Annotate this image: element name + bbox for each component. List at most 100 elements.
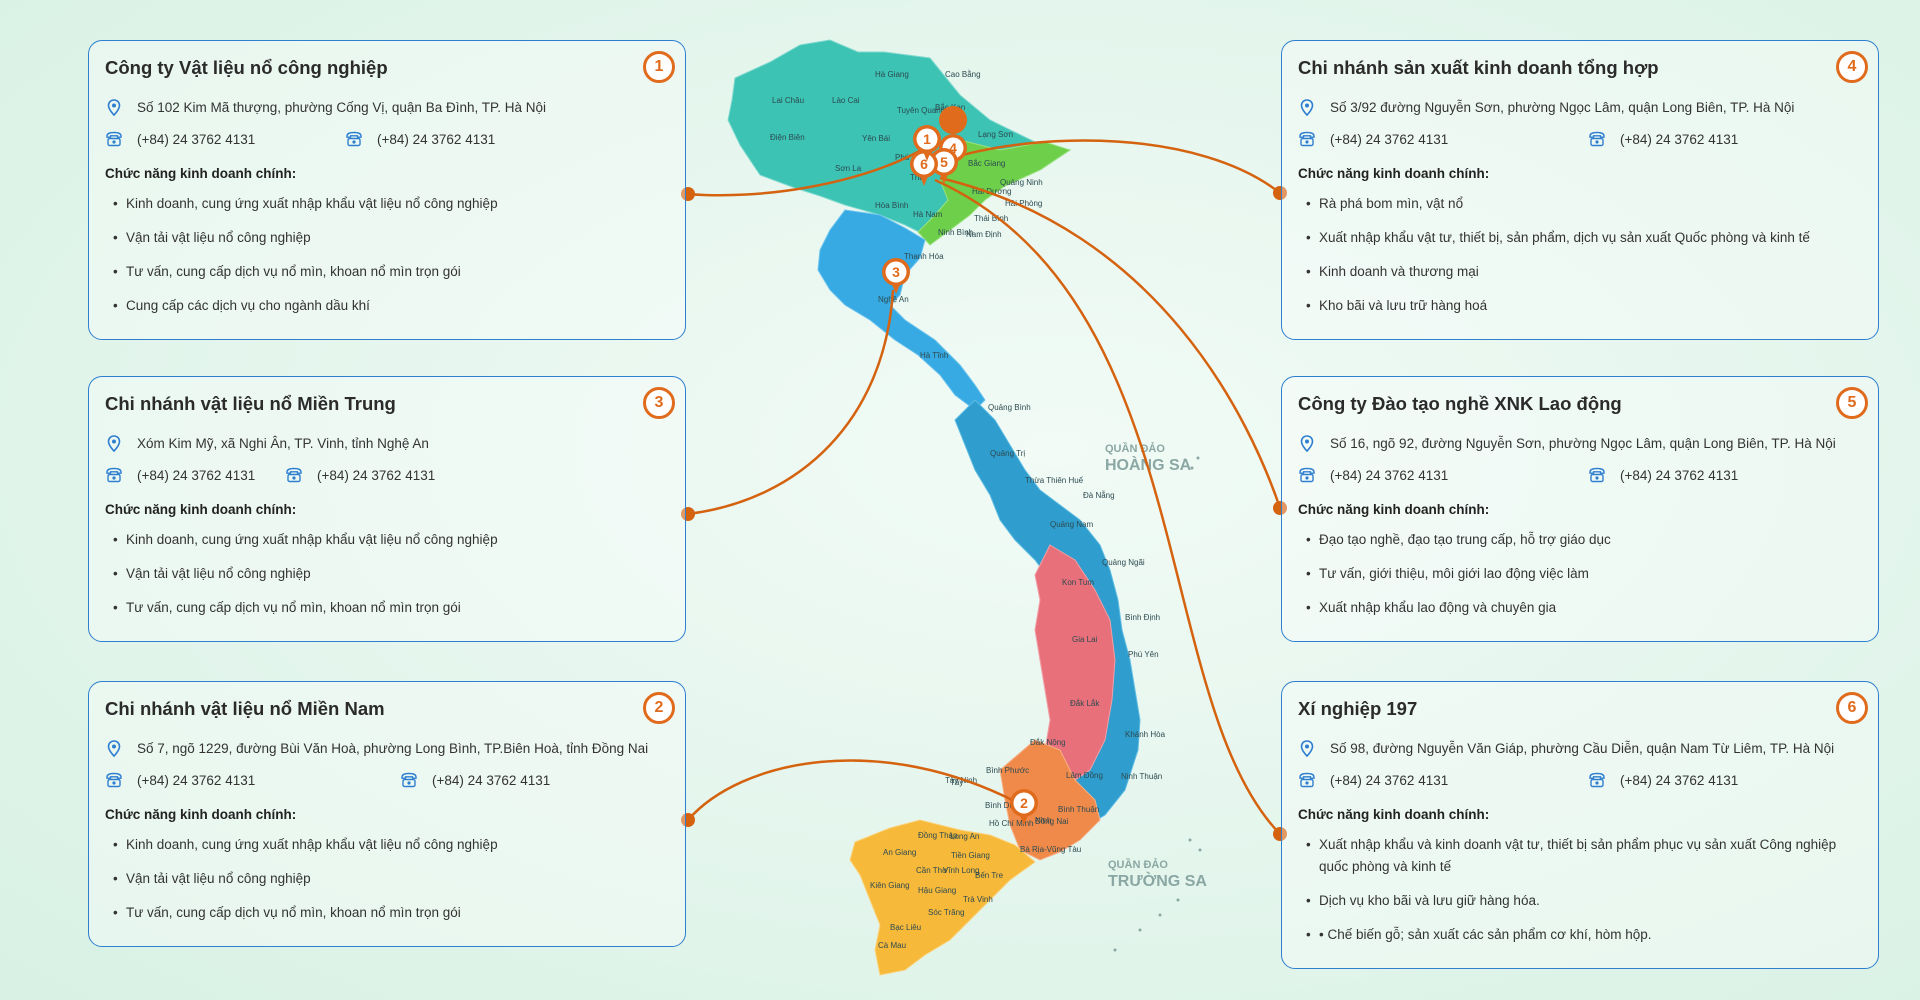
business-item: Xuất nhập khẩu và kinh doanh vật tư, thi…: [1306, 834, 1862, 878]
map-label: Yên Bái: [862, 134, 890, 143]
telephone-icon: [1298, 466, 1316, 484]
map-label: Thái: [910, 173, 926, 182]
business-item: Kinh doanh, cung ứng xuất nhập khẩu vật …: [113, 834, 669, 856]
phone-number: (+84) 24 3762 4131: [1330, 467, 1449, 483]
phone-row: (+84) 24 3762 4131 (+84) 24 3762 4131: [1298, 128, 1862, 150]
office-card-2: 2 Chi nhánh vật liệu nổ Miền Nam Số 7, n…: [88, 681, 686, 947]
svg-text:2: 2: [1020, 795, 1028, 811]
map-label: Gia Lai: [1072, 635, 1098, 644]
map-pin-2[interactable]: 2: [1010, 789, 1038, 825]
business-section-label: Chức năng kinh doanh chính:: [1298, 166, 1490, 181]
map-label: Cần Thơ: [916, 866, 948, 875]
map-label: Quảng Bình: [988, 403, 1031, 412]
address-row: Số 102 Kim Mã thượng, phường Cống Vị, qu…: [105, 96, 669, 118]
map-label: Điện Biên: [770, 133, 805, 142]
map-label: Tây Ninh: [945, 776, 977, 785]
telephone-icon: [1588, 771, 1606, 789]
phone-1[interactable]: (+84) 24 3762 4131: [105, 771, 255, 789]
map-region-north-central: [817, 209, 986, 411]
business-section-label: Chức năng kinh doanh chính:: [105, 502, 297, 517]
map-label: Bình Thuận: [1058, 805, 1099, 814]
island-truong-sa: QUẦN ĐẢO TRƯỜNG SA: [1108, 838, 1207, 952]
business-item: Vận tải vật liệu nổ công nghiệp: [113, 563, 669, 585]
map-label: Bắc Giang: [968, 159, 1005, 168]
svg-text:HOÀNG SA: HOÀNG SA: [1105, 455, 1192, 474]
map-pin-6[interactable]: 6: [910, 150, 938, 186]
phone-number: (+84) 24 3762 4131: [1330, 772, 1449, 788]
telephone-icon: [105, 771, 123, 789]
connector-5: [939, 176, 1282, 509]
map-label: Trà Vinh: [963, 895, 993, 904]
phone-1[interactable]: (+84) 24 3762 4131: [105, 130, 255, 148]
map-label: Lạng Sơn: [978, 130, 1013, 139]
phone-1[interactable]: (+84) 24 3762 4131: [1298, 771, 1448, 789]
phone-row: (+84) 24 3762 4131 (+84) 24 3762 4131: [105, 128, 669, 150]
business-item: Tư vấn, cung cấp dịch vụ nổ mìn, khoan n…: [113, 902, 669, 924]
svg-text:6: 6: [920, 156, 928, 172]
phone-number: (+84) 24 3762 4131: [137, 467, 256, 483]
map-label: Nam Định: [966, 230, 1002, 239]
map-region-highlands: [1034, 544, 1116, 791]
business-item: Cung cấp các dịch vụ cho ngành dầu khí: [113, 295, 669, 317]
map-label: Hòa Bình: [875, 201, 908, 210]
business-item: • Chế biến gỗ; sản xuất các sản phẩm cơ …: [1306, 924, 1862, 946]
map-label: Bình Định: [1125, 613, 1160, 622]
phone-2[interactable]: (+84) 24 3762 4131: [1588, 771, 1738, 789]
phone-2[interactable]: (+84) 24 3762 4131: [285, 466, 435, 484]
connector-3: [687, 289, 895, 516]
business-item: Dịch vụ kho bãi và lưu giữ hàng hóa.: [1306, 890, 1862, 912]
map-pin-3[interactable]: 3: [882, 258, 910, 294]
card-title: Chi nhánh vật liệu nổ Miền Trung: [105, 393, 396, 414]
phone-row: (+84) 24 3762 4131 (+84) 24 3762 4131: [1298, 464, 1862, 486]
map-pin-4[interactable]: 4: [939, 106, 968, 166]
svg-text:TRƯỜNG SA: TRƯỜNG SA: [1108, 871, 1207, 890]
map-label: Hà Tĩnh: [920, 351, 948, 360]
phone-row: (+84) 24 3762 4131 (+84) 24 3762 4131: [105, 769, 669, 791]
phone-number: (+84) 24 3762 4131: [377, 131, 496, 147]
address-row: Xóm Kim Mỹ, xã Nghi Ân, TP. Vinh, tỉnh N…: [105, 432, 669, 454]
map-label: Hậu Giang: [918, 886, 956, 895]
map-label: Hồ Chí Minh: [989, 819, 1033, 828]
business-item: Kinh doanh và thương mại: [1306, 261, 1862, 283]
map-label: Vĩnh Long: [943, 866, 979, 875]
map-label: Thừa Thiên Huế: [1025, 476, 1084, 485]
phone-number: (+84) 24 3762 4131: [137, 131, 256, 147]
map-label: Đắk Nông: [1030, 738, 1066, 747]
map-label: Đắk Lắk: [1070, 699, 1100, 708]
map-pin-1[interactable]: 1: [913, 125, 941, 161]
connector-dots: [681, 186, 1287, 841]
business-item: Kinh doanh, cung ứng xuất nhập khẩu vật …: [113, 529, 669, 551]
card-number-badge: 4: [1836, 51, 1868, 83]
location-pin-icon: [1298, 739, 1316, 757]
phone-1[interactable]: (+84) 24 3762 4131: [1298, 130, 1448, 148]
business-item: Xuất nhập khẩu lao động và chuyên gia: [1306, 597, 1862, 619]
map-label: Đồng Nai: [1035, 817, 1069, 826]
phone-1[interactable]: (+84) 24 3762 4131: [105, 466, 255, 484]
phone-row: (+84) 24 3762 4131 (+84) 24 3762 4131: [105, 464, 669, 486]
map-label: Đà Nẵng: [1083, 491, 1115, 500]
map-label: Bắc Kạn: [935, 103, 965, 112]
phone-2[interactable]: (+84) 24 3762 4131: [400, 771, 550, 789]
phone-1[interactable]: (+84) 24 3762 4131: [1298, 466, 1448, 484]
map-label: Thái Bình: [974, 214, 1008, 223]
map-label: Quảng Nam: [1050, 520, 1093, 529]
map-region-northeast: [917, 139, 1072, 246]
phone-2[interactable]: (+84) 24 3762 4131: [1588, 130, 1738, 148]
phone-row: (+84) 24 3762 4131 (+84) 24 3762 4131: [1298, 769, 1862, 791]
address-row: Số 16, ngõ 92, đường Nguyễn Sơn, phường …: [1298, 432, 1862, 454]
map-pin-5[interactable]: 5: [930, 148, 958, 184]
map-label: Lai Châu: [772, 96, 804, 105]
phone-2[interactable]: (+84) 24 3762 4131: [345, 130, 495, 148]
business-item: Xuất nhập khẩu vật tư, thiết bị, sản phẩ…: [1306, 227, 1862, 249]
map-label: Nghệ An: [878, 295, 909, 304]
phone-2[interactable]: (+84) 24 3762 4131: [1588, 466, 1738, 484]
map-label: Đồng Tháp: [918, 831, 958, 840]
card-number-badge: 6: [1836, 692, 1868, 724]
telephone-icon: [345, 130, 363, 148]
business-item: Vận tải vật liệu nổ công nghiệp: [113, 868, 669, 890]
map-label: Bạc Liêu: [890, 923, 921, 932]
connector-6: [934, 178, 1281, 835]
location-pin-icon: [105, 98, 123, 116]
business-section-label: Chức năng kinh doanh chính:: [105, 166, 297, 181]
business-section-label: Chức năng kinh doanh chính:: [1298, 502, 1490, 517]
